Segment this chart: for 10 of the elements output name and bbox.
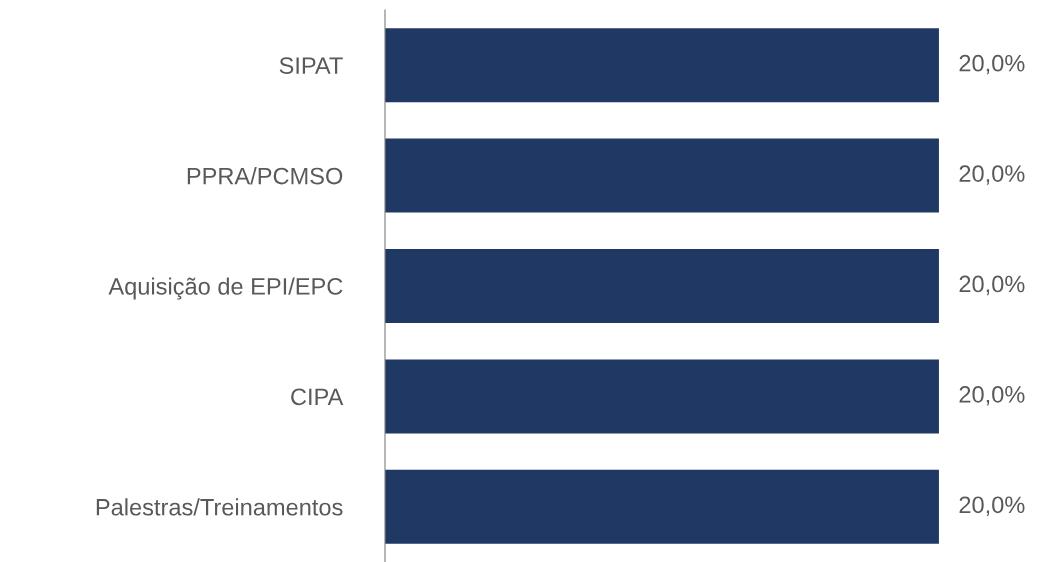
data-label: 20,0%: [959, 386, 1025, 406]
y-tick-label: SIPAT: [279, 57, 343, 74]
data-label: 20,0%: [959, 54, 1025, 75]
y-tick-label: PPRA/PCMSO: [187, 167, 343, 185]
y-tick-label: Aquisição de EPI/EPC: [108, 277, 343, 300]
y-tick-label: CIPA: [291, 388, 344, 406]
data-label: 20,0%: [959, 496, 1025, 516]
y-tick-label: Palestras/Treinamentos: [96, 498, 343, 516]
data-label: 20,0%: [959, 275, 1025, 296]
data-label: 20,0%: [959, 165, 1025, 185]
